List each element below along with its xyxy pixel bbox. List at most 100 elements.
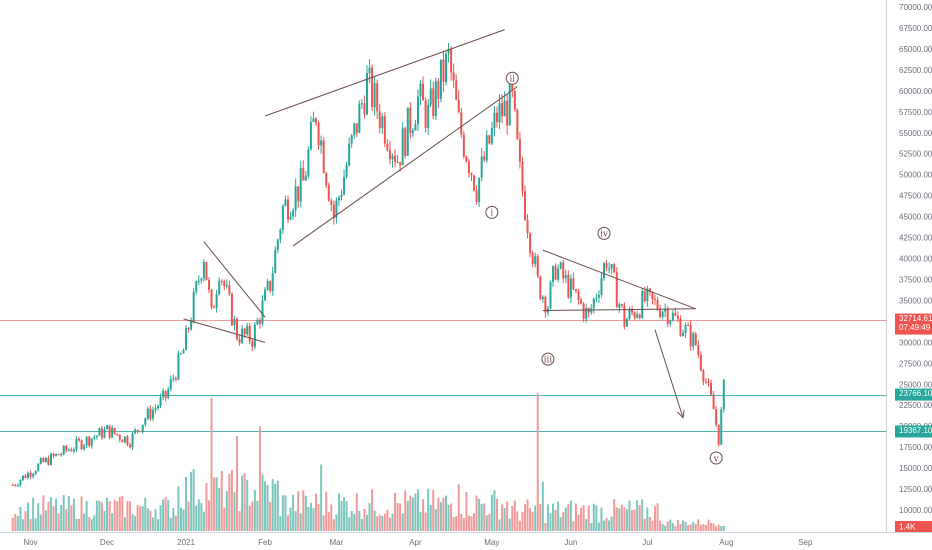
candle bbox=[531, 252, 534, 265]
wave-label-circle bbox=[709, 451, 723, 465]
candle bbox=[75, 438, 78, 450]
candle bbox=[600, 278, 603, 295]
candle bbox=[378, 111, 381, 129]
y-tick-label: 40000.00 bbox=[899, 255, 932, 264]
volume-bar bbox=[615, 507, 618, 531]
trendline[interactable] bbox=[203, 241, 266, 318]
candle bbox=[299, 168, 302, 202]
volume-bar bbox=[702, 524, 705, 531]
volume-bar bbox=[603, 520, 606, 531]
x-tick-label: Jul bbox=[642, 538, 652, 547]
trendline[interactable] bbox=[542, 308, 696, 311]
volume-bar bbox=[100, 502, 103, 531]
candle bbox=[445, 53, 447, 82]
trendline[interactable] bbox=[183, 318, 266, 343]
volume-bar bbox=[521, 511, 524, 531]
candle bbox=[676, 315, 679, 319]
volume-bar bbox=[141, 506, 144, 531]
candle bbox=[712, 394, 715, 410]
candle bbox=[27, 472, 30, 479]
volume-bar bbox=[633, 509, 636, 531]
candle bbox=[144, 418, 147, 425]
candle bbox=[337, 197, 340, 201]
candle bbox=[90, 438, 93, 446]
candle bbox=[116, 433, 119, 435]
wave-label-circle bbox=[541, 352, 555, 366]
candle bbox=[715, 409, 718, 425]
volume-bar bbox=[557, 501, 560, 531]
candle bbox=[195, 281, 198, 292]
wave-label: v bbox=[714, 453, 719, 464]
volume-bar bbox=[139, 506, 142, 531]
volume-bar bbox=[638, 505, 641, 531]
candle bbox=[508, 84, 511, 126]
candle bbox=[592, 298, 595, 309]
volume-bar bbox=[646, 507, 649, 531]
volume-bar bbox=[47, 501, 50, 531]
volume-bar bbox=[83, 513, 86, 531]
candle bbox=[261, 300, 264, 324]
candle bbox=[197, 280, 200, 282]
candle bbox=[564, 274, 567, 279]
candle bbox=[70, 449, 73, 452]
volume-bar bbox=[360, 518, 363, 531]
volume-bar bbox=[587, 505, 590, 531]
volume-bar bbox=[391, 513, 394, 531]
volume-bar bbox=[401, 513, 404, 531]
drawings[interactable] bbox=[183, 29, 696, 419]
volume-bar bbox=[378, 514, 381, 531]
volume-bar bbox=[317, 503, 320, 531]
candle bbox=[78, 438, 81, 441]
volume-bar bbox=[343, 497, 346, 531]
y-tick-label: 42500.00 bbox=[899, 234, 932, 243]
candle bbox=[636, 314, 639, 318]
candle bbox=[167, 389, 170, 398]
volume-bar bbox=[720, 525, 723, 531]
trendline[interactable] bbox=[264, 29, 505, 117]
arrow-line[interactable] bbox=[654, 329, 684, 418]
y-axis[interactable]: 70000.00 67500.00 65000.00 62500.00 60000.00… bbox=[895, 3, 932, 532]
candle bbox=[106, 425, 109, 430]
volume-bar bbox=[610, 516, 613, 531]
volume-bar bbox=[261, 474, 264, 531]
volume-bar bbox=[636, 500, 639, 531]
candle bbox=[541, 296, 544, 300]
y-tick-label: 60000.00 bbox=[899, 87, 932, 96]
volume-bar bbox=[134, 515, 137, 531]
volume-bar bbox=[320, 464, 323, 531]
candle bbox=[406, 107, 409, 156]
volume-bar bbox=[490, 494, 493, 531]
x-axis[interactable]: Nov Dec 2021 Feb Mar Apr May Jun Jul Aug Sep bbox=[23, 538, 813, 547]
volume-bar bbox=[572, 521, 575, 531]
candle bbox=[215, 294, 218, 308]
candle bbox=[220, 280, 223, 282]
candle bbox=[386, 143, 389, 150]
trendline[interactable] bbox=[292, 86, 518, 247]
candle bbox=[536, 256, 539, 277]
price-badge-label: 32714.61 bbox=[899, 314, 932, 323]
candle bbox=[322, 140, 325, 173]
volume-bar bbox=[246, 479, 249, 531]
candle bbox=[452, 72, 455, 81]
candle bbox=[248, 326, 251, 342]
candle bbox=[243, 328, 246, 335]
candle bbox=[521, 161, 524, 192]
volume-bar bbox=[299, 513, 302, 531]
volume-bar bbox=[524, 504, 527, 531]
candle bbox=[495, 112, 498, 123]
candle bbox=[529, 233, 532, 253]
x-tick-label: Jun bbox=[564, 538, 577, 547]
candle bbox=[506, 100, 509, 126]
trendline[interactable] bbox=[542, 249, 696, 310]
candle bbox=[480, 156, 483, 178]
volume-bar bbox=[653, 506, 656, 531]
candle bbox=[638, 314, 641, 318]
volume-bar bbox=[292, 494, 295, 531]
candle bbox=[187, 328, 190, 330]
volume-bar bbox=[661, 523, 664, 531]
volume-bar bbox=[39, 514, 42, 531]
candle bbox=[44, 457, 47, 462]
candle bbox=[559, 262, 562, 269]
volume-bar bbox=[128, 501, 131, 531]
